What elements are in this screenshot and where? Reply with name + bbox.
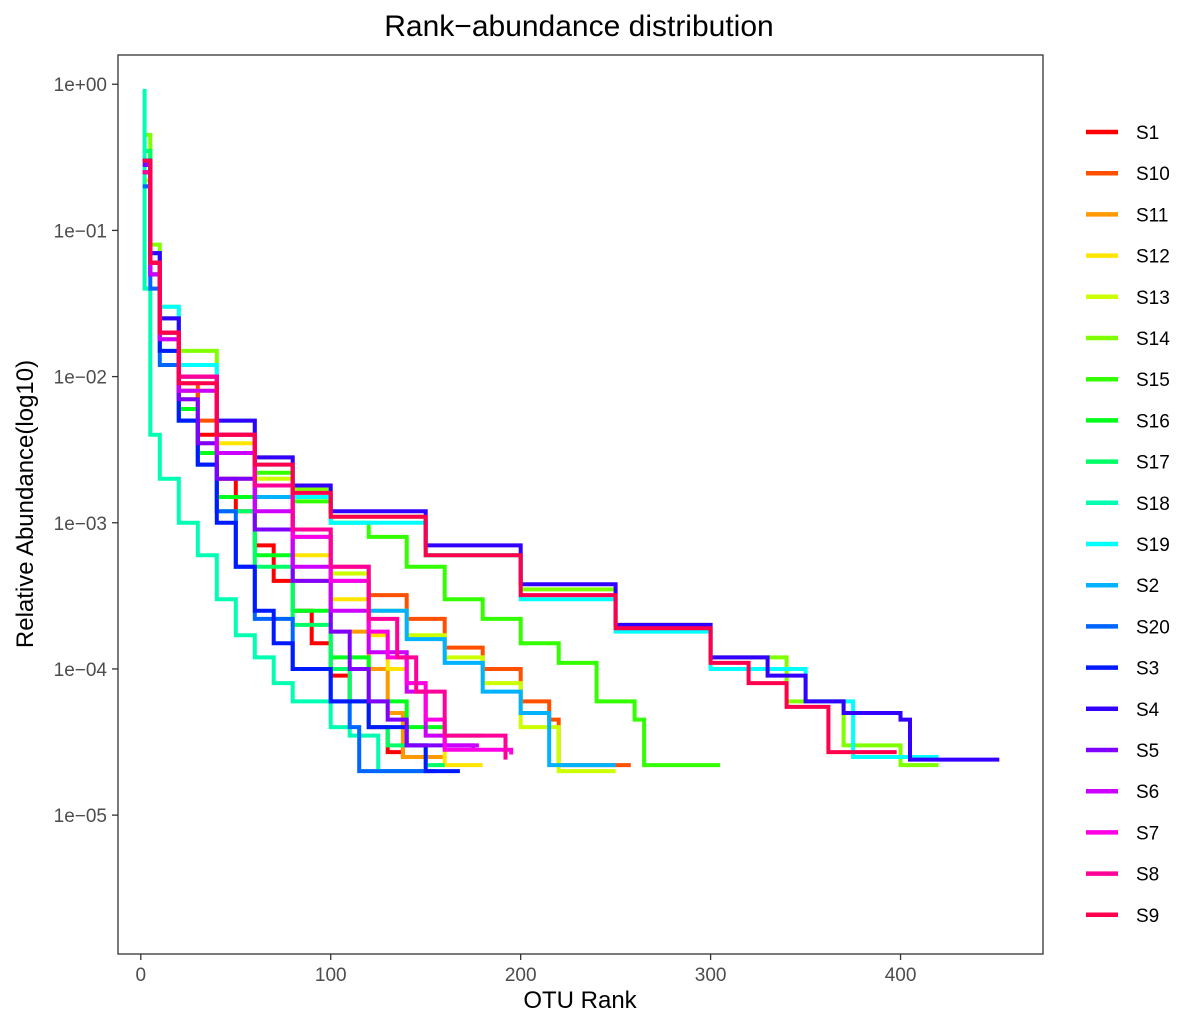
y-axis: 1e−05 1e−04 1e−03 1e−02 1e−01 1e+00 xyxy=(54,75,118,827)
x-tick-label: 300 xyxy=(695,965,727,986)
series-layer xyxy=(142,88,1000,774)
legend-label-s20: S20 xyxy=(1136,617,1170,638)
legend-label-s13: S13 xyxy=(1136,288,1170,309)
series-line-s3 xyxy=(142,158,460,774)
series-line-s9 xyxy=(142,158,897,755)
legend-label-s7: S7 xyxy=(1136,823,1159,844)
y-tick-label: 1e−05 xyxy=(54,806,107,827)
y-tick-label: 1e−01 xyxy=(54,221,107,242)
x-tick-label: 200 xyxy=(505,965,537,986)
y-tick-label: 1e−02 xyxy=(54,368,107,389)
chart-title: Rank−abundance distribution xyxy=(384,10,773,43)
y-tick-label: 1e−03 xyxy=(54,514,107,535)
legend-label-s9: S9 xyxy=(1136,906,1159,927)
legend-label-s18: S18 xyxy=(1136,494,1170,515)
y-tick-label: 1e−04 xyxy=(54,660,108,681)
x-tick-label: 100 xyxy=(315,965,347,986)
legend-label-s4: S4 xyxy=(1136,700,1160,721)
legend-label-s8: S8 xyxy=(1136,865,1159,886)
x-tick-label: 0 xyxy=(136,965,147,986)
legend: S1 S10 S11 S12 S13 S14 S15 S16 S17 S18 S19 S2 S20 S3 S… xyxy=(1086,123,1170,927)
legend-label-s10: S10 xyxy=(1136,164,1170,185)
plot-panel xyxy=(117,54,1044,955)
legend-label-s5: S5 xyxy=(1136,741,1159,762)
x-axis-title: OTU Rank xyxy=(523,987,637,1014)
legend-label-s16: S16 xyxy=(1136,411,1170,432)
x-tick-label: 400 xyxy=(885,965,917,986)
series-line-s18 xyxy=(142,88,426,774)
x-axis: 0 100 200 300 400 xyxy=(136,954,917,986)
legend-label-s11: S11 xyxy=(1136,205,1168,226)
legend-label-s12: S12 xyxy=(1136,247,1170,268)
legend-label-s3: S3 xyxy=(1136,659,1159,680)
y-tick-label: 1e+00 xyxy=(54,75,107,96)
legend-label-s14: S14 xyxy=(1136,329,1170,350)
legend-label-s19: S19 xyxy=(1136,535,1170,556)
legend-label-s15: S15 xyxy=(1136,370,1170,391)
legend-label-s6: S6 xyxy=(1136,782,1159,803)
legend-label-s17: S17 xyxy=(1136,453,1170,474)
legend-label-s2: S2 xyxy=(1136,576,1159,597)
y-axis-title: Relative Abundance(log10) xyxy=(12,360,39,648)
legend-label-s1: S1 xyxy=(1136,123,1159,144)
